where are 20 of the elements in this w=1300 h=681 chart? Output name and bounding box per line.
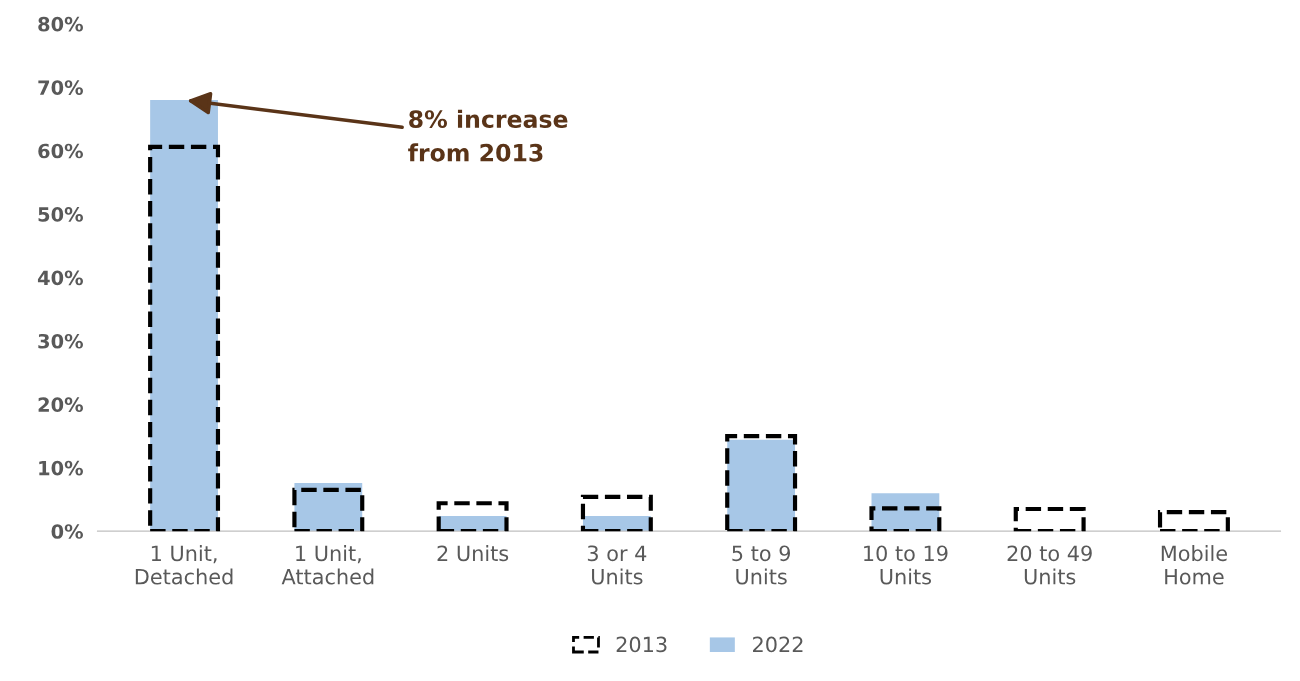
x-tick-label: 20 to 49 Units [1007, 545, 1092, 585]
annotation: 8% increase from 2013 [408, 109, 568, 162]
x-tick-label: 1 Unit, Detached [135, 545, 233, 585]
x-tick-label: 2 Units [437, 545, 509, 562]
y-tick-label: 10% [39, 460, 83, 476]
y-tick-label: 40% [37, 270, 83, 286]
y-tick-label: 70% [38, 80, 83, 95]
y-tick-label: 20% [38, 397, 83, 413]
y-tick-label: 0% [51, 524, 83, 539]
legend-label: 2022 [753, 636, 803, 653]
x-tick-label: 5 to 9 Units [732, 545, 791, 585]
x-tick-label: Mobile Home [1161, 545, 1227, 585]
y-tick-label: 80% [38, 16, 83, 32]
x-tick-label: 3 or 4 Units [587, 545, 647, 585]
x-tick-label: 1 Unit, Attached [281, 545, 374, 585]
y-tick-label: 60% [38, 143, 83, 159]
y-tick-label: 50% [38, 207, 83, 222]
y-tick-label: 30% [38, 333, 83, 349]
x-tick-label: 10 to 19 Units [864, 545, 948, 585]
legend-label: 2013 [616, 636, 667, 653]
